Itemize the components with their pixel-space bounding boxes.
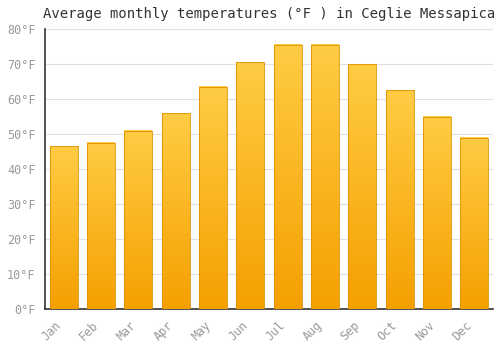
Bar (124, 131, 152, 309)
Bar (199, 87, 227, 309)
Bar (162, 113, 190, 309)
Bar (87, 143, 115, 309)
Bar (50, 146, 78, 309)
Bar (311, 45, 339, 309)
Bar (348, 64, 376, 309)
Bar (423, 117, 451, 309)
Bar (274, 45, 302, 309)
Bar (386, 90, 413, 309)
Bar (236, 62, 264, 309)
Title: Average monthly temperatures (°F ) in Ceglie Messapica: Average monthly temperatures (°F ) in Ce… (43, 7, 495, 21)
Bar (460, 138, 488, 309)
